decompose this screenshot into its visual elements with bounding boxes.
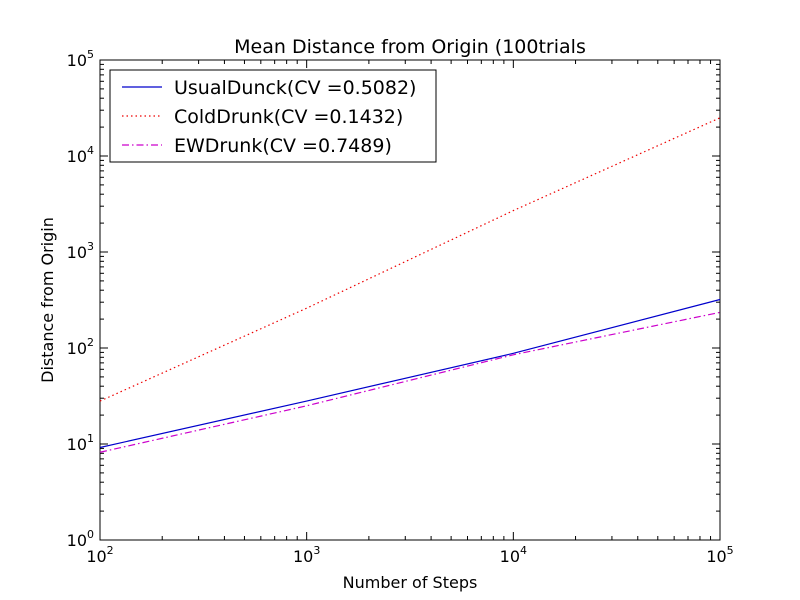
y-tick-label: 100	[67, 528, 94, 550]
tick-layer: 102 103 104 105 100 101 102 103 104 105	[67, 48, 734, 566]
legend-label-ewdrunk: EWDrunk(CV =0.7489)	[174, 135, 392, 157]
series-line-usualdunck	[99, 298, 721, 449]
y-tick-label: 105	[67, 48, 94, 70]
y-tick-label: 101	[67, 432, 94, 454]
x-axis-label: Number of Steps	[343, 573, 478, 592]
x-tick-label: 104	[500, 544, 527, 566]
legend: UsualDunck(CV =0.5082) ColdDrunk(CV =0.1…	[109, 69, 437, 163]
y-tick-label: 103	[67, 240, 94, 262]
x-tick-label: 102	[86, 544, 113, 566]
legend-box	[109, 69, 437, 163]
legend-label-usualdunck: UsualDunck(CV =0.5082)	[174, 77, 416, 99]
y-tick-label: 104	[67, 144, 94, 166]
y-axis-label: Distance from Origin	[38, 217, 57, 383]
series-line-colddrunk	[99, 117, 721, 402]
legend-label-colddrunk: ColdDrunk(CV =0.1432)	[174, 106, 403, 128]
x-tick-label: 103	[293, 544, 320, 566]
series-line-ewdrunk	[99, 311, 721, 453]
x-tick-label: 105	[706, 544, 733, 566]
y-tick-label: 102	[67, 336, 94, 358]
chart-title: Mean Distance from Origin (100trials	[234, 36, 586, 58]
series-layer	[99, 117, 721, 453]
